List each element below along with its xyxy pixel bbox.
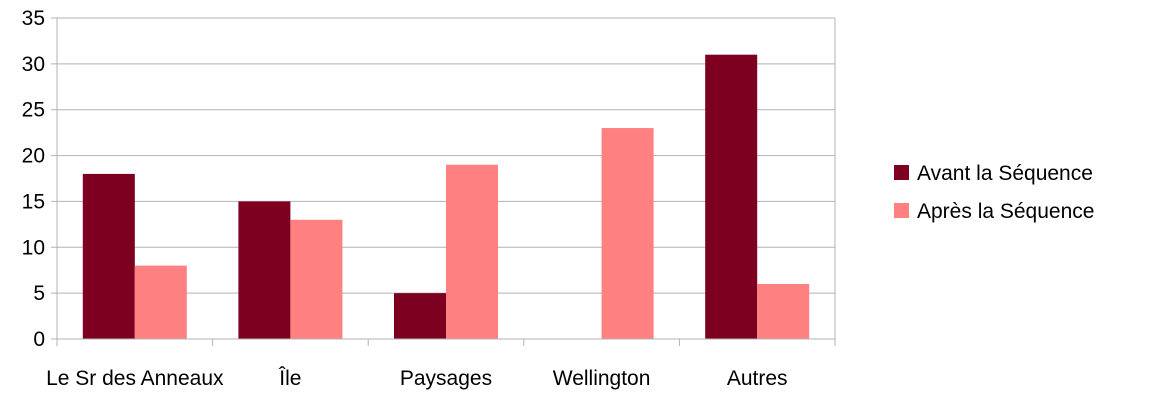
bar-apres-1: [290, 219, 343, 339]
y-tick-label: 25: [22, 99, 45, 122]
x-category-label: Wellington: [553, 367, 651, 390]
x-category-label: Autres: [727, 367, 788, 390]
y-tick-label: 35: [22, 7, 45, 30]
bar-avant-4: [705, 54, 758, 339]
legend-swatch-avant: [894, 165, 909, 180]
legend-swatch-apres: [894, 203, 909, 218]
y-tick-label: 30: [22, 53, 45, 76]
bar-avant-1: [238, 201, 291, 339]
y-tick-label: 0: [33, 328, 45, 351]
x-category-label: Le Sr des Anneaux: [46, 367, 224, 390]
y-tick-label: 10: [22, 236, 45, 259]
y-tick-label: 20: [22, 145, 45, 168]
bar-avant-2: [394, 293, 446, 339]
bars: [82, 54, 810, 339]
bar-avant-0: [82, 173, 135, 339]
bar-apres-2: [446, 164, 498, 339]
x-category-label: Paysages: [400, 367, 492, 390]
legend: Avant la Séquence Après la Séquence: [894, 162, 1094, 223]
y-tick-label: 5: [33, 282, 45, 305]
legend-label-avant: Avant la Séquence: [917, 162, 1093, 185]
legend-label-apres: Après la Séquence: [917, 200, 1094, 223]
bar-apres-3: [601, 128, 654, 339]
y-tick-label: 15: [22, 190, 45, 213]
bar-apres-4: [757, 283, 810, 339]
x-category-label: Île: [278, 367, 301, 390]
bar-apres-0: [134, 265, 187, 339]
axes: 0 5 10 15 20 25 30 35 Le Sr des Anneaux Île Paysag…: [22, 7, 836, 390]
